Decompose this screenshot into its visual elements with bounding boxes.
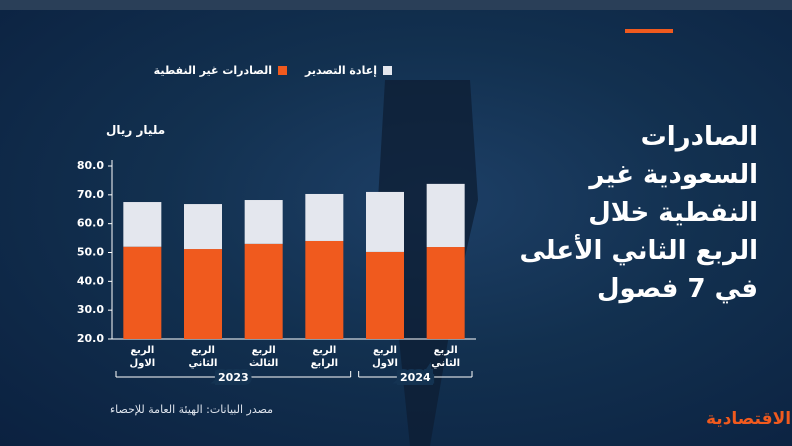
bar-segment <box>366 251 404 339</box>
legend-item: الصادرات غير النفطية <box>153 64 288 77</box>
y-axis-label: مليار ريال <box>106 123 166 137</box>
x-tick-label: الربع الثالث <box>248 345 279 369</box>
group-label: 2024 <box>400 371 431 384</box>
legend-swatch <box>278 66 288 75</box>
legend-item: إعادة التصدير <box>305 64 392 77</box>
bar-segment <box>426 247 465 339</box>
bar-segment <box>244 200 283 244</box>
bar-segment <box>305 240 344 339</box>
x-tick-label: الربع الثاني <box>431 345 461 369</box>
legend-label: إعادة التصدير <box>305 64 377 77</box>
y-tick-label: 80.0 <box>77 159 104 172</box>
x-tick-label: الربع الاول <box>129 345 156 369</box>
y-tick-label: 20.0 <box>77 332 104 345</box>
legend: إعادة التصدير الصادرات غير النفطية <box>154 64 392 77</box>
y-tick-label: 60.0 <box>77 217 104 230</box>
bar-segment <box>244 243 283 339</box>
bar-segment <box>123 202 162 247</box>
x-tick-label: الربع الرابع <box>310 345 339 369</box>
y-tick-label: 50.0 <box>77 246 104 259</box>
top-strip <box>0 0 792 10</box>
x-tick-label: الربع الاول <box>372 345 398 369</box>
legend-label: الصادرات غير النفطية <box>153 64 273 77</box>
x-tick-label: الربع الثاني <box>188 345 218 369</box>
bar-segment <box>426 183 465 248</box>
logo: الاقتصادية <box>706 409 792 429</box>
y-tick-label: 40.0 <box>77 274 104 287</box>
bar-segment <box>184 249 222 339</box>
y-tick-label: 30.0 <box>77 303 104 316</box>
chart-title: الصادرات السعودية غير النفطية خلال الربع… <box>519 122 758 304</box>
group-label: 2023 <box>218 371 249 384</box>
source: مصدر البيانات: الهيئة العامة للإحصاء <box>110 403 274 416</box>
accent-line <box>625 29 673 33</box>
bar-segment <box>305 193 344 241</box>
y-tick-label: 70.0 <box>77 188 104 201</box>
bar-segment <box>123 246 162 339</box>
bar-segment <box>366 191 404 252</box>
legend-swatch <box>383 66 392 75</box>
bar-segment <box>184 204 222 250</box>
